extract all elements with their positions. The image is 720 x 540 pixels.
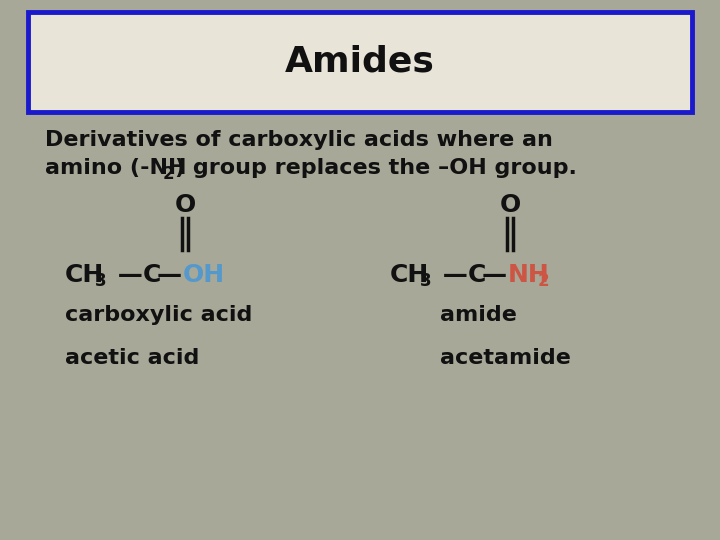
Text: O: O <box>500 193 521 217</box>
Text: 3: 3 <box>95 272 107 290</box>
Text: 3: 3 <box>420 272 431 290</box>
Text: CH: CH <box>65 263 104 287</box>
Text: OH: OH <box>183 263 225 287</box>
Text: —: — <box>157 263 182 287</box>
Text: 2: 2 <box>538 272 549 290</box>
FancyBboxPatch shape <box>28 12 692 112</box>
Text: carboxylic acid: carboxylic acid <box>65 305 253 325</box>
Text: acetic acid: acetic acid <box>65 348 199 368</box>
Text: NH: NH <box>508 263 550 287</box>
Text: amino (-NH: amino (-NH <box>45 158 186 178</box>
Text: C: C <box>468 263 487 287</box>
Text: 2: 2 <box>163 165 175 183</box>
Text: C: C <box>143 263 161 287</box>
Text: acetamide: acetamide <box>440 348 571 368</box>
Text: Amides: Amides <box>285 45 435 79</box>
Text: —: — <box>109 263 152 287</box>
Text: O: O <box>174 193 196 217</box>
Text: Derivatives of carboxylic acids where an: Derivatives of carboxylic acids where an <box>45 130 553 150</box>
Text: amide: amide <box>440 305 517 325</box>
Text: —: — <box>434 263 477 287</box>
Text: CH: CH <box>390 263 429 287</box>
Text: ) group replaces the –OH group.: ) group replaces the –OH group. <box>175 158 577 178</box>
Text: —: — <box>482 263 507 287</box>
